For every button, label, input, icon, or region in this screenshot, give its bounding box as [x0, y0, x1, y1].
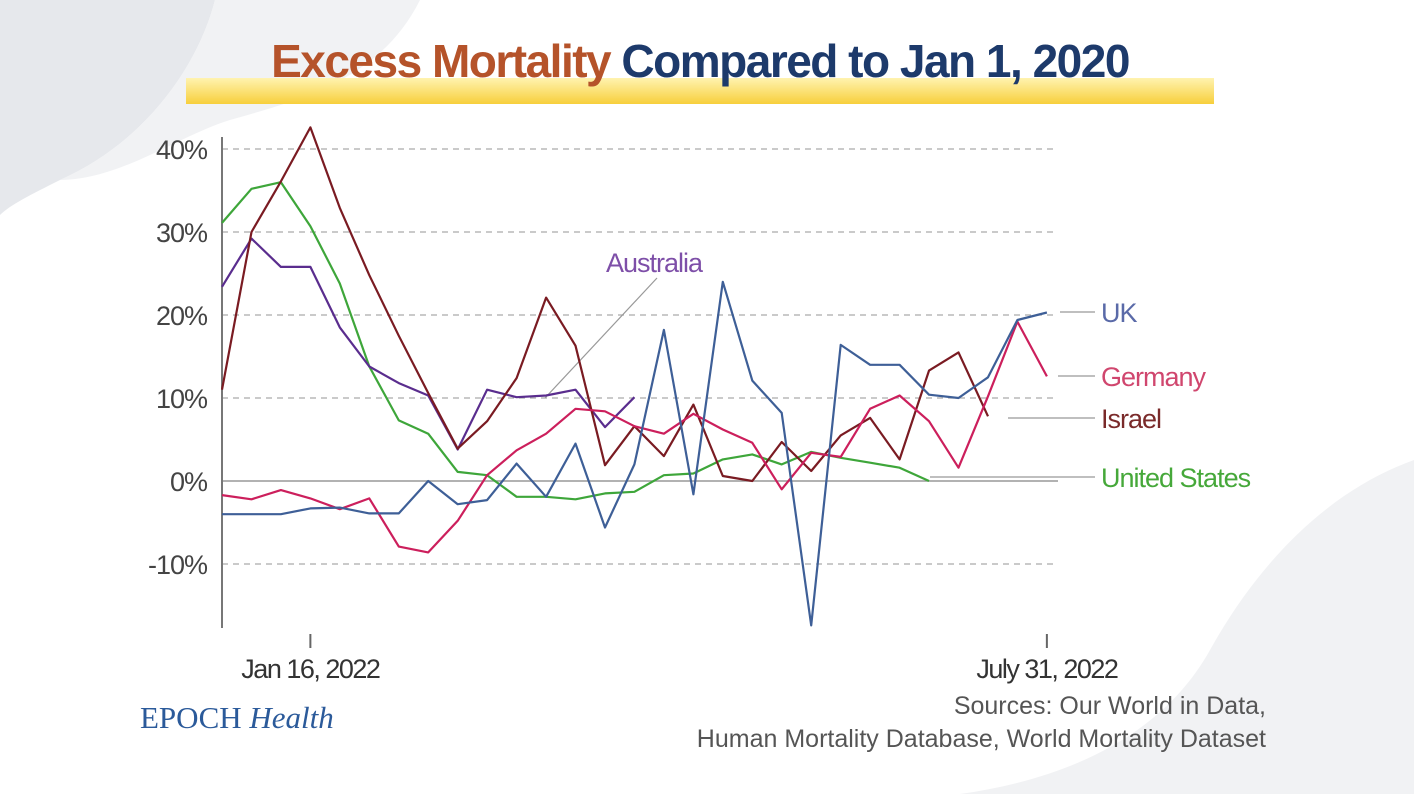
logo-brand: EPOCH [140, 700, 242, 735]
series-line-uk [222, 280, 1048, 627]
title-banner: Excess Mortality Compared to Jan 1, 2020 [186, 34, 1214, 104]
series-label-united-states: United States [1101, 463, 1251, 493]
title-highlight [186, 78, 1214, 104]
logo-sub: Health [249, 700, 334, 735]
epoch-health-logo: EPOCH Health [140, 700, 334, 736]
y-tick-label: 40% [156, 135, 208, 165]
leader-line-australia [544, 277, 658, 399]
y-tick-label: 30% [156, 218, 208, 248]
series-label-israel: Israel [1101, 404, 1161, 434]
title-main: Compared to Jan 1, 2020 [621, 35, 1130, 87]
y-tick-label: 0% [170, 467, 208, 497]
series-line-united-states [221, 181, 930, 501]
y-tick-label: -10% [148, 550, 208, 580]
series-line-australia [221, 237, 636, 451]
sources: Sources: Our World in Data, Human Mortal… [697, 690, 1266, 756]
sources-line-1: Sources: Our World in Data, [953, 692, 1266, 720]
series-label-uk: UK [1101, 298, 1137, 328]
x-tick-label: July 31, 2022 [976, 654, 1118, 684]
background-blob-bottom-right [960, 460, 1414, 794]
title-accent: Excess Mortality [271, 35, 612, 87]
x-tick-label: Jan 16, 2022 [241, 654, 380, 684]
series-line-germany [221, 320, 1048, 554]
sources-line-2: Human Mortality Database, World Mortalit… [696, 725, 1266, 753]
series-label-germany: Germany [1101, 362, 1207, 392]
series-label-australia: Australia [606, 248, 704, 278]
y-tick-label: 10% [156, 384, 208, 414]
background-blob-top-left [0, 0, 215, 215]
y-tick-label: 20% [156, 301, 208, 331]
chart-title: Excess Mortality Compared to Jan 1, 2020 [186, 34, 1214, 88]
